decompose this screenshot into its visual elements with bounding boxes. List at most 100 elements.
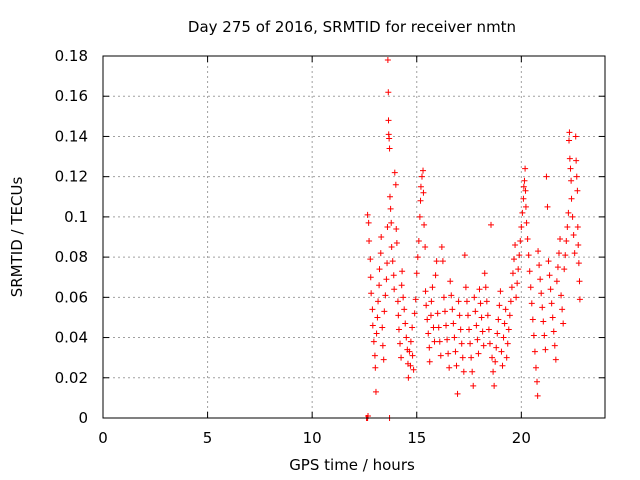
data-point: [438, 244, 445, 251]
data-point: [423, 302, 430, 309]
data-point: [574, 223, 581, 230]
data-point: [472, 308, 479, 315]
x-tick-label: 10: [303, 429, 322, 447]
data-point: [399, 268, 406, 275]
data-point: [498, 348, 505, 355]
data-point: [414, 254, 421, 261]
data-point: [364, 211, 371, 218]
data-point: [519, 209, 526, 216]
axis-ticks: [102, 55, 605, 419]
data-point: [566, 155, 573, 162]
data-point: [460, 368, 467, 375]
data-point: [384, 57, 391, 64]
data-point: [494, 330, 501, 337]
data-point: [484, 312, 491, 319]
data-point: [516, 252, 523, 259]
data-point: [513, 294, 520, 301]
data-point: [386, 193, 393, 200]
data-point: [381, 308, 388, 315]
data-point: [568, 177, 575, 184]
data-point: [479, 328, 486, 335]
data-point: [464, 312, 471, 319]
data-point: [367, 274, 374, 281]
data-point: [457, 326, 464, 333]
data-point: [566, 129, 573, 136]
data-point: [493, 344, 500, 351]
data-point: [495, 316, 502, 323]
data-point: [422, 288, 429, 295]
data-point: [451, 334, 458, 341]
y-tick-label: 0.16: [55, 87, 88, 105]
data-point: [542, 346, 549, 353]
data-point: [432, 272, 439, 279]
data-point: [371, 352, 378, 359]
y-tick-labels: 0 0.02 0.04 0.06 0.08 0.1 0.12 0.14 0.16 0.18: [55, 47, 88, 427]
data-point: [550, 328, 557, 335]
x-tick-label: 20: [512, 429, 531, 447]
data-point: [538, 290, 545, 297]
data-point: [573, 173, 580, 180]
data-point: [478, 314, 485, 321]
data-point: [503, 354, 510, 361]
data-point: [564, 223, 571, 230]
data-point: [506, 312, 513, 319]
data-point: [477, 300, 484, 307]
x-tick-label: 5: [203, 429, 213, 447]
data-point: [417, 183, 424, 190]
data-point: [458, 340, 465, 347]
y-tick-label: 0.02: [55, 369, 88, 387]
data-point: [557, 236, 564, 243]
data-point: [545, 258, 552, 265]
data-point: [546, 272, 553, 279]
data-point: [395, 326, 402, 333]
data-point: [383, 276, 390, 283]
data-point: [576, 296, 583, 303]
data-point: [417, 197, 424, 204]
data-point: [501, 320, 508, 327]
data-point: [403, 334, 410, 341]
data-point: [449, 306, 456, 313]
data-point: [416, 213, 423, 220]
data-point: [376, 266, 383, 273]
data-point: [439, 258, 446, 265]
data-point: [474, 336, 481, 343]
data-point: [456, 312, 463, 319]
data-point: [527, 284, 534, 291]
data-point: [490, 368, 497, 375]
data-point: [522, 203, 529, 210]
data-point: [413, 270, 420, 277]
data-point: [420, 167, 427, 174]
data-point: [418, 173, 425, 180]
data-point: [387, 205, 394, 212]
x-tick-labels: 0 5 10 15 20: [98, 429, 531, 447]
data-point: [476, 286, 483, 293]
data-point: [569, 213, 576, 220]
x-axis-title: GPS time / hours: [289, 456, 415, 474]
data-point: [420, 189, 427, 196]
data-point: [453, 362, 460, 369]
data-point: [402, 320, 409, 327]
chart-title: Day 275 of 2016, SRMTID for receiver nmt…: [188, 18, 516, 36]
data-point: [555, 250, 562, 257]
data-point: [437, 352, 444, 359]
data-point: [521, 177, 528, 184]
data-point: [401, 306, 408, 313]
data-point: [547, 286, 554, 293]
data-point: [548, 300, 555, 307]
data-point: [540, 318, 547, 325]
data-point: [394, 298, 401, 305]
data-point: [368, 290, 375, 297]
data-point: [520, 183, 527, 190]
data-point: [392, 181, 399, 188]
data-point: [373, 330, 380, 337]
data-point: [382, 292, 389, 299]
data-point: [504, 340, 511, 347]
data-point: [429, 284, 436, 291]
data-point: [444, 336, 451, 343]
data-point: [539, 304, 546, 311]
data-point: [445, 350, 452, 357]
data-point: [553, 278, 560, 285]
data-point: [407, 362, 414, 369]
data-point: [366, 238, 373, 245]
data-point: [525, 252, 532, 259]
